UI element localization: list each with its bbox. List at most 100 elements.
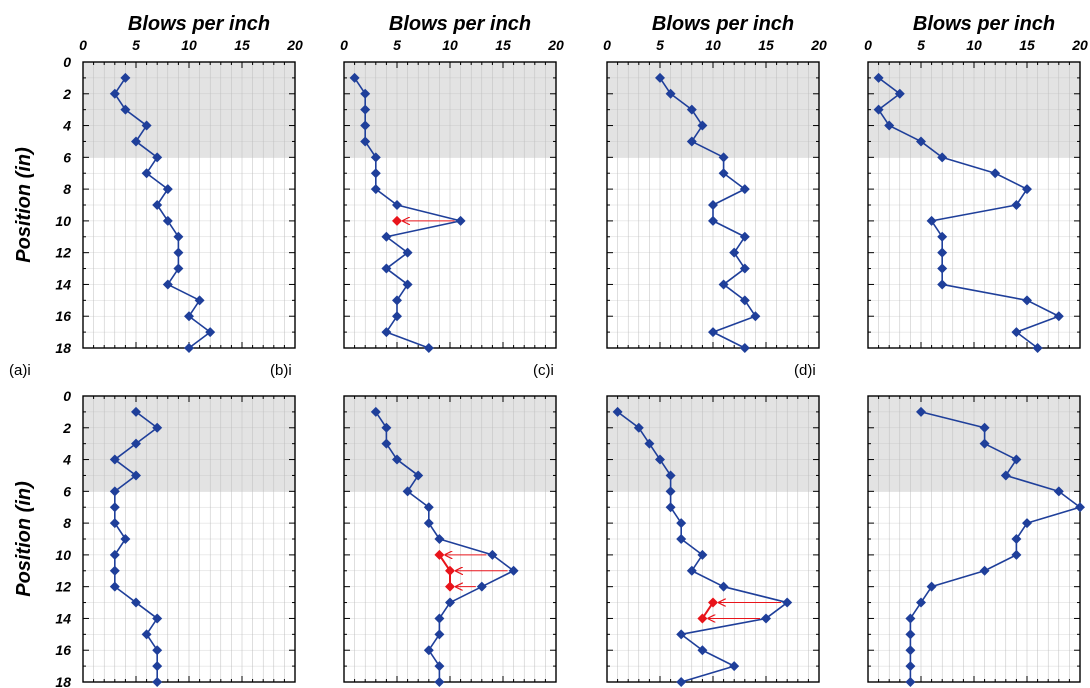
y-tick-label: 4 — [62, 118, 71, 134]
x-axis-title: Blows per inch — [913, 13, 1055, 35]
data-point — [141, 120, 152, 131]
data-point — [655, 454, 665, 465]
data-point — [873, 72, 884, 83]
data-point — [476, 581, 487, 592]
data-point — [739, 263, 750, 274]
x-tick-label: 20 — [810, 37, 827, 53]
x-tick-label: 20 — [547, 37, 564, 53]
data-point — [445, 597, 455, 608]
data-point — [1011, 534, 1022, 544]
data-point — [120, 534, 131, 544]
data-point — [381, 438, 392, 449]
x-tick-label: 5 — [917, 37, 925, 53]
data-point — [162, 215, 173, 226]
data-point — [402, 247, 413, 258]
data-point — [360, 136, 371, 147]
data-point — [381, 422, 392, 433]
data-point — [141, 629, 152, 640]
data-point — [665, 502, 676, 513]
x-tick-label: 5 — [656, 37, 664, 53]
data-point — [873, 104, 884, 115]
data-point — [434, 677, 445, 687]
x-tick-label: 10 — [705, 37, 721, 53]
corrected-point — [434, 549, 445, 560]
y-tick-label: 14 — [55, 610, 71, 626]
y-tick-label: 16 — [55, 642, 71, 658]
panel-d-bottom — [867, 395, 1085, 687]
data-point — [402, 486, 413, 497]
data-point — [1075, 502, 1085, 513]
y-tick-label: 4 — [62, 452, 71, 468]
data-point — [173, 231, 184, 242]
y-tick-label: 18 — [55, 674, 71, 688]
data-point — [739, 295, 750, 306]
panel-b-bottom — [343, 395, 557, 687]
data-point — [131, 438, 141, 449]
data-point — [152, 422, 163, 433]
data-point — [782, 597, 793, 608]
data-point — [1022, 184, 1032, 195]
data-point — [905, 629, 916, 640]
data-point — [937, 247, 948, 258]
data-point — [686, 104, 697, 115]
y-tick-label: 6 — [63, 483, 71, 499]
data-point — [184, 311, 194, 322]
x-tick-label: 10 — [966, 37, 982, 53]
data-point — [349, 72, 360, 83]
x-tick-label: 10 — [442, 37, 458, 53]
y-tick-label: 2 — [62, 420, 71, 436]
data-point — [686, 565, 697, 576]
data-point — [109, 549, 120, 560]
data-point — [131, 136, 141, 147]
data-point — [697, 645, 708, 656]
y-tick-label: 2 — [62, 86, 71, 102]
data-point — [152, 200, 163, 210]
data-point — [665, 486, 676, 497]
data-point — [360, 120, 371, 131]
y-tick-label: 0 — [63, 388, 71, 404]
data-point — [109, 565, 120, 576]
data-point — [434, 661, 445, 672]
x-tick-label: 0 — [864, 37, 872, 53]
data-point — [1032, 343, 1043, 353]
data-point — [676, 518, 687, 529]
data-point — [676, 534, 687, 544]
data-point — [370, 406, 381, 417]
data-point — [131, 470, 141, 481]
data-point — [1053, 486, 1064, 497]
data-point — [423, 645, 434, 656]
data-point — [173, 247, 184, 258]
data-point — [729, 247, 740, 258]
data-point — [360, 104, 371, 115]
data-point — [141, 168, 152, 179]
data-point — [434, 629, 445, 640]
y-tick-label: 12 — [55, 579, 71, 595]
data-point — [990, 168, 1001, 179]
data-point — [205, 327, 216, 338]
data-point — [937, 279, 948, 290]
data-point — [1011, 327, 1022, 338]
data-point — [718, 581, 729, 592]
data-point — [109, 518, 120, 529]
data-point — [109, 88, 120, 99]
data-point — [926, 215, 937, 226]
x-tick-label: 10 — [181, 37, 197, 53]
data-point — [152, 661, 163, 672]
data-point — [109, 581, 120, 592]
x-axis-title: Blows per inch — [128, 13, 270, 35]
data-point — [152, 677, 163, 687]
data-point — [665, 88, 676, 99]
data-point — [739, 184, 750, 195]
x-tick-label: 0 — [340, 37, 348, 53]
x-tick-label: 5 — [132, 37, 140, 53]
data-point — [937, 152, 948, 163]
data-point — [370, 152, 381, 163]
panel-label: (c)i — [533, 362, 554, 379]
data-point — [676, 629, 687, 640]
data-point — [423, 343, 434, 353]
x-tick-label: 15 — [234, 37, 250, 53]
y-tick-label: 16 — [55, 308, 71, 324]
x-axis-title: Blows per inch — [652, 13, 794, 35]
data-point — [120, 104, 131, 115]
data-point — [455, 215, 466, 226]
